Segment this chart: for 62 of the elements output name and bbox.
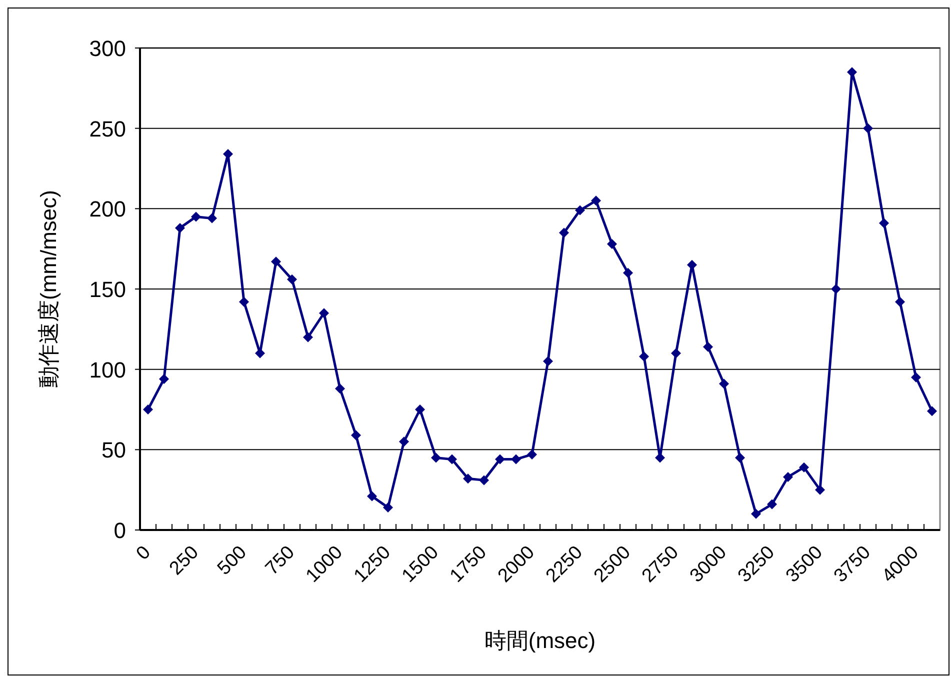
point	[287, 274, 297, 284]
point	[319, 308, 329, 318]
point	[671, 348, 681, 358]
y-axis-title: 動作速度(mm/msec)	[36, 190, 61, 388]
point	[415, 404, 425, 414]
point	[735, 452, 745, 463]
point	[351, 430, 361, 440]
point	[863, 123, 873, 134]
point	[927, 406, 937, 416]
point	[479, 475, 489, 486]
point	[831, 284, 841, 294]
x-tick-label: 250	[166, 542, 203, 580]
point	[703, 342, 713, 352]
point	[367, 491, 377, 502]
point	[303, 332, 313, 342]
y-tick-label: 300	[89, 36, 126, 61]
point	[751, 508, 761, 519]
point	[767, 499, 777, 510]
point	[559, 228, 569, 238]
point	[623, 268, 633, 278]
x-axis-title: 時間(msec)	[484, 628, 596, 653]
point	[511, 454, 521, 464]
point	[639, 351, 649, 362]
point	[911, 372, 921, 382]
point	[399, 436, 409, 447]
point	[543, 356, 553, 366]
point	[463, 474, 473, 484]
y-tick-label: 250	[89, 116, 126, 142]
point	[431, 452, 441, 463]
x-tick-label: 750	[262, 542, 299, 580]
point	[255, 348, 265, 358]
point	[879, 218, 889, 228]
point	[207, 213, 217, 224]
point	[799, 462, 809, 472]
x-tick-label: 500	[214, 542, 251, 580]
point	[687, 260, 697, 270]
point	[143, 404, 153, 414]
y-tick-label: 0	[114, 518, 126, 543]
point	[335, 384, 345, 394]
point	[591, 196, 601, 206]
point	[655, 452, 665, 463]
point	[719, 378, 729, 389]
point	[895, 296, 905, 307]
point	[447, 454, 457, 464]
y-tick-label: 50	[102, 438, 126, 463]
point	[575, 205, 585, 216]
y-tick-label: 200	[89, 196, 126, 222]
point	[815, 484, 825, 495]
point	[159, 374, 169, 384]
point	[271, 256, 281, 267]
point	[847, 67, 857, 78]
x-tick-label: 0	[132, 542, 155, 564]
point	[495, 454, 505, 464]
point	[239, 296, 249, 307]
point	[607, 239, 617, 250]
point	[191, 212, 201, 222]
point	[175, 222, 185, 233]
point	[383, 502, 393, 513]
y-tick-label: 100	[89, 357, 126, 382]
y-tick-label: 150	[89, 277, 126, 302]
point	[783, 472, 793, 482]
point	[527, 449, 537, 460]
